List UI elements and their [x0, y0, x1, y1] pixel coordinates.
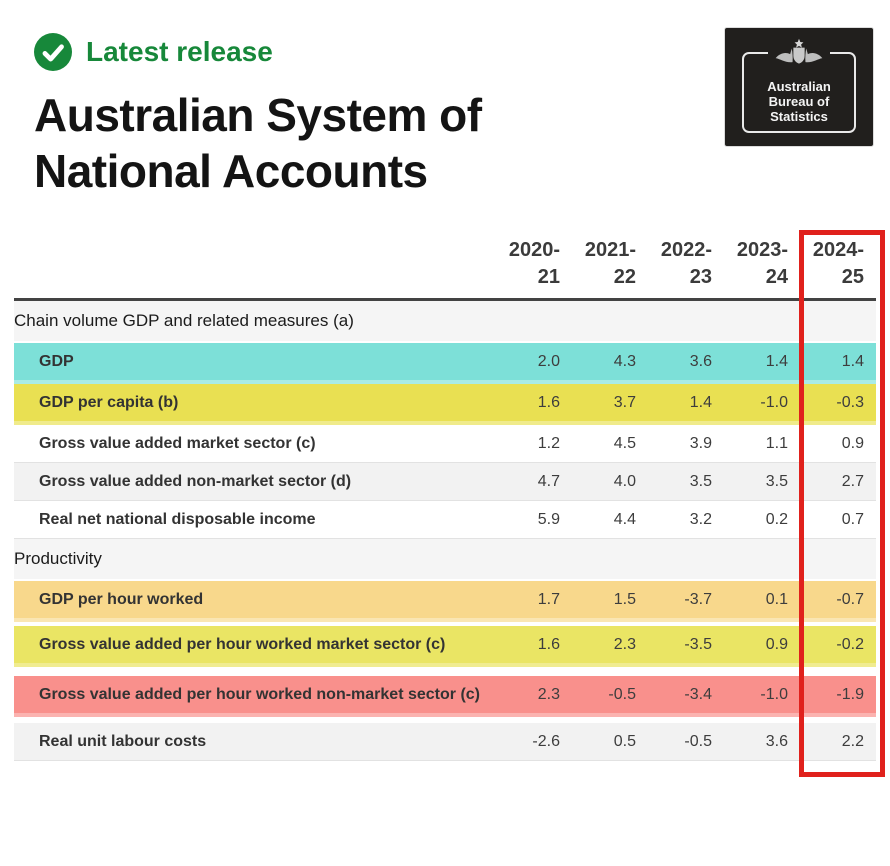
value-cell: -1.9 — [836, 685, 864, 703]
value-cell: 1.5 — [613, 590, 636, 608]
value-cell: 1.7 — [537, 590, 560, 608]
value-cell: -0.5 — [608, 685, 636, 703]
row-label: Gross value added market sector (c) — [39, 435, 316, 452]
table-row: Gross value added per hour worked market… — [14, 626, 876, 667]
value-cell: -3.7 — [684, 590, 712, 608]
year-column-header: 2024- 25 — [800, 237, 876, 291]
value-cell: 0.9 — [841, 434, 864, 452]
value-cell: -3.4 — [684, 685, 712, 703]
year-column-header: 2023- 24 — [724, 237, 800, 291]
table-row: GDP 2.0 4.3 3.6 1.4 1.4 — [14, 343, 876, 384]
value-cell: 3.2 — [689, 510, 712, 528]
year-column-header: 2021- 22 — [572, 237, 648, 291]
check-circle-icon — [34, 33, 72, 71]
abs-logo-text-line: Australian — [767, 79, 831, 94]
value-cell: 4.3 — [613, 352, 636, 370]
table-row: Gross value added non-market sector (d) 4… — [14, 463, 876, 501]
abs-logo-text-line: Bureau of — [768, 94, 830, 109]
table-row: GDP per capita (b) 1.6 3.7 1.4 -1.0 -0.3 — [14, 384, 876, 425]
row-label: Real unit labour costs — [39, 733, 207, 750]
value-cell: 1.6 — [537, 393, 560, 411]
value-cell: 1.4 — [765, 352, 788, 370]
value-cell: 2.7 — [841, 472, 864, 490]
year-header-line: 2023- — [736, 239, 788, 261]
value-cell: 4.7 — [537, 472, 560, 490]
table-row: Real net national disposable income 5.9 4.… — [14, 501, 876, 539]
abs-logo-text-line: Statistics — [770, 109, 828, 124]
value-cell: 0.7 — [841, 510, 864, 528]
table-row: Gross value added per hour worked non-ma… — [14, 676, 876, 717]
value-cell: 0.5 — [613, 732, 636, 750]
value-cell: 3.5 — [765, 472, 788, 490]
row-label: Gross value added per hour worked non-ma… — [39, 686, 480, 703]
value-cell: -0.3 — [836, 393, 864, 411]
value-cell: -3.5 — [684, 635, 712, 653]
value-cell: -1.0 — [760, 393, 788, 411]
value-cell: 3.9 — [689, 434, 712, 452]
abs-logo: Australian Bureau of Statistics — [724, 27, 874, 147]
year-header-row: 2020- 21 2021- 22 2022- 23 2023- 24 2024- 25 — [14, 225, 876, 301]
value-cell: 3.7 — [613, 393, 636, 411]
table-body: Chain volume GDP and related measures (a… — [14, 301, 876, 761]
value-cell: 2.0 — [537, 352, 560, 370]
value-cell: 3.5 — [689, 472, 712, 490]
row-label: GDP per hour worked — [39, 591, 204, 608]
table-row: Gross value added market sector (c) 1.2 4.… — [14, 425, 876, 463]
value-cell: 0.2 — [765, 510, 788, 528]
year-header-line: 23 — [689, 266, 712, 288]
value-cell: -0.2 — [836, 635, 864, 653]
coat-of-arms-icon — [768, 38, 830, 67]
value-cell: 4.4 — [613, 510, 636, 528]
value-cell: -2.6 — [532, 732, 560, 750]
table-row: GDP per hour worked 1.7 1.5 -3.7 0.1 -0.7 — [14, 581, 876, 622]
value-cell: -0.5 — [684, 732, 712, 750]
table-row: Real unit labour costs -2.6 0.5 -0.5 3.6 2.2 — [14, 723, 876, 761]
year-column-header: 2020- 21 — [496, 237, 572, 291]
value-cell: 1.6 — [537, 635, 560, 653]
row-label: GDP per capita (b) — [39, 394, 179, 411]
year-header-spacer — [14, 237, 496, 291]
key-figures-table: 2020- 21 2021- 22 2022- 23 2023- 24 2024- 25 Chai… — [14, 225, 885, 777]
section-heading: Chain volume GDP and related measures (a… — [14, 301, 876, 343]
year-header-line: 22 — [613, 266, 636, 288]
value-cell: 0.1 — [765, 590, 788, 608]
section-heading: Productivity — [14, 539, 876, 581]
page-header: Latest release Australian System of Nati… — [0, 0, 890, 199]
value-cell: 0.9 — [765, 635, 788, 653]
row-label: GDP — [39, 353, 74, 370]
year-column-header: 2022- 23 — [648, 237, 724, 291]
year-header-line: 21 — [537, 266, 560, 288]
latest-release-badge: Latest release — [34, 33, 856, 71]
latest-release-label: Latest release — [86, 36, 273, 67]
year-header-line: 24 — [765, 266, 788, 288]
value-cell: 1.4 — [689, 393, 712, 411]
year-header-line: 2024- — [812, 239, 864, 261]
page-title: Australian System of National Accounts — [34, 89, 482, 197]
value-cell: 2.3 — [537, 685, 560, 703]
value-cell: 3.6 — [765, 732, 788, 750]
row-label: Real net national disposable income — [39, 511, 316, 528]
value-cell: -1.0 — [760, 685, 788, 703]
value-cell: 5.9 — [537, 510, 560, 528]
year-header-line: 2020- — [508, 239, 560, 261]
value-cell: 4.5 — [613, 434, 636, 452]
year-header-line: 2022- — [660, 239, 712, 261]
value-cell: -0.7 — [836, 590, 864, 608]
year-header-line: 2021- — [584, 239, 636, 261]
value-cell: 2.2 — [841, 732, 864, 750]
value-cell: 1.2 — [537, 434, 560, 452]
row-label: Gross value added per hour worked market… — [39, 636, 446, 653]
year-header-line: 25 — [841, 266, 864, 288]
value-cell: 1.4 — [841, 352, 864, 370]
value-cell: 4.0 — [613, 472, 636, 490]
value-cell: 1.1 — [765, 434, 788, 452]
value-cell: 3.6 — [689, 352, 712, 370]
row-label: Gross value added non-market sector (d) — [39, 473, 352, 490]
value-cell: 2.3 — [613, 635, 636, 653]
